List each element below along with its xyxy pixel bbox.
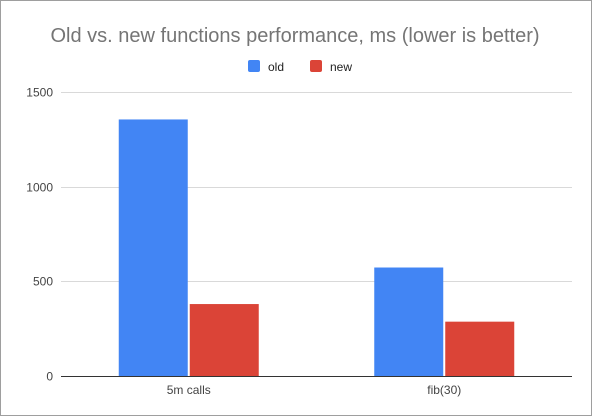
legend-label: old — [268, 60, 284, 74]
y-tick-label: 1500 — [26, 86, 53, 100]
bar-old-0[interactable] — [118, 119, 188, 376]
legend-swatch — [248, 60, 260, 72]
x-axis: 5m calls fib(30) — [167, 383, 462, 397]
legend: old new — [248, 60, 352, 74]
legend-item-new[interactable]: new — [310, 60, 352, 74]
y-tick-label: 1000 — [26, 181, 53, 195]
y-tick-label: 0 — [46, 370, 53, 384]
legend-label: new — [330, 60, 352, 74]
bar-new-0[interactable] — [189, 304, 259, 376]
y-tick-label: 500 — [33, 275, 53, 289]
legend-swatch — [310, 60, 322, 72]
bar-old-1[interactable] — [374, 267, 444, 376]
chart-title: Old vs. new functions performance, ms (l… — [50, 25, 539, 47]
legend-item-old[interactable]: old — [248, 60, 284, 74]
x-tick-label: fib(30) — [427, 383, 461, 397]
bar-new-1[interactable] — [445, 321, 515, 376]
y-axis: 0 500 1000 1500 — [26, 86, 53, 384]
bars — [118, 119, 515, 376]
x-tick-label: 5m calls — [167, 383, 211, 397]
